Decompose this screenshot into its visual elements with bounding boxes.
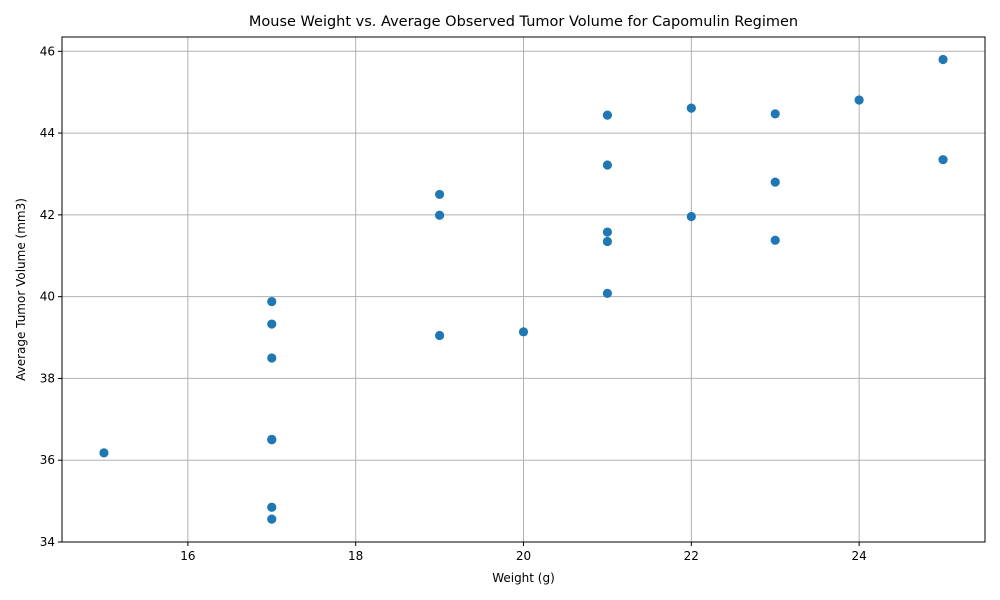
x-axis-label: Weight (g) — [492, 571, 555, 585]
y-tick-label: 42 — [40, 208, 55, 222]
data-point — [854, 95, 864, 105]
data-point — [770, 109, 780, 119]
data-point — [602, 160, 613, 170]
data-point — [770, 235, 780, 245]
data-point — [938, 155, 948, 165]
data-point — [686, 211, 696, 222]
chart-title: Mouse Weight vs. Average Observed Tumor … — [249, 14, 798, 30]
data-point — [518, 327, 529, 337]
y-tick-label: 38 — [40, 371, 55, 385]
x-tick-label: 16 — [180, 549, 195, 563]
x-tick-label: 18 — [348, 549, 363, 563]
y-tick-label: 40 — [40, 290, 55, 304]
data-points — [99, 54, 948, 524]
y-tick-label: 36 — [40, 453, 55, 467]
y-axis-label: Average Tumor Volume (mm3) — [14, 198, 28, 381]
data-point — [434, 330, 445, 341]
data-point — [99, 448, 109, 458]
axis-ticks: 16 18 20 22 24 34 36 38 40 42 44 46 — [40, 44, 867, 563]
y-tick-label: 46 — [40, 44, 55, 58]
data-point — [602, 227, 613, 237]
data-point — [267, 353, 277, 363]
data-point — [267, 434, 277, 444]
data-point — [434, 189, 445, 200]
data-point — [602, 236, 613, 247]
data-point — [267, 296, 277, 307]
data-point — [770, 177, 780, 187]
data-point — [938, 54, 948, 65]
x-tick-label: 22 — [684, 549, 699, 563]
y-tick-label: 44 — [40, 126, 55, 140]
x-tick-label: 24 — [851, 549, 866, 563]
y-tick-label: 34 — [40, 535, 55, 549]
data-point — [434, 210, 445, 220]
data-point — [267, 514, 277, 524]
data-point — [602, 288, 613, 298]
x-tick-label: 20 — [516, 549, 531, 563]
data-point — [602, 110, 613, 120]
data-point — [267, 319, 277, 329]
data-point — [686, 103, 696, 113]
data-point — [267, 502, 277, 512]
